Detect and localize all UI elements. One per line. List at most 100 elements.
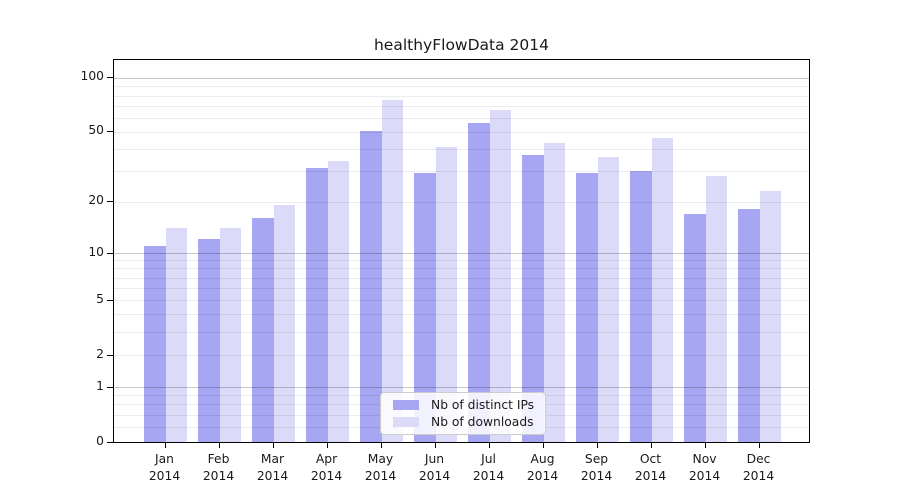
x-tick-label-year: 2014 xyxy=(148,468,181,483)
x-tick-mark xyxy=(704,443,706,448)
bar-distinct-ips-jul xyxy=(468,122,490,442)
y-tick-label: 100 xyxy=(80,69,104,84)
gridline-minor xyxy=(114,288,809,290)
legend-label-distinct-ips: Nb of distinct IPs xyxy=(431,398,535,413)
bar-downloads-apr xyxy=(327,161,349,442)
bar-downloads-oct xyxy=(651,137,673,442)
gridline-minor xyxy=(114,354,809,356)
gridline-minor xyxy=(114,131,809,133)
gridline-major xyxy=(114,78,809,80)
y-tick-mark xyxy=(107,387,113,389)
gridline-minor xyxy=(114,314,809,316)
bar-downloads-nov xyxy=(705,175,727,442)
bar-distinct-ips-feb xyxy=(198,239,220,442)
y-tick-mark xyxy=(107,131,113,133)
chart-title: healthyFlowData 2014 xyxy=(373,36,549,54)
x-tick-label-month: Oct xyxy=(639,452,662,466)
y-tick-mark xyxy=(107,300,113,302)
gridline-minor xyxy=(114,86,809,88)
x-tick-label-year: 2014 xyxy=(472,468,505,483)
bar-downloads-feb xyxy=(219,228,241,442)
x-tick-label: Aug 2014 xyxy=(515,451,571,484)
x-tick-label-month: May xyxy=(367,452,394,466)
gridline-minor xyxy=(114,332,809,334)
gridline-minor xyxy=(114,95,809,97)
x-tick-label: Feb 2014 xyxy=(191,451,247,484)
gridline-major xyxy=(114,252,809,254)
x-tick-label: Dec 2014 xyxy=(731,451,787,484)
bar-downloads-dec xyxy=(759,190,781,442)
x-tick-mark xyxy=(272,443,274,448)
x-tick-mark xyxy=(326,443,328,448)
x-tick-label-month: Aug xyxy=(530,452,555,466)
gridline-minor xyxy=(114,171,809,173)
x-tick-mark xyxy=(758,443,760,448)
x-tick-label-year: 2014 xyxy=(256,468,289,483)
x-tick-label-year: 2014 xyxy=(310,468,343,483)
x-tick-label: Mar 2014 xyxy=(245,451,301,484)
x-tick-label-year: 2014 xyxy=(202,468,235,483)
x-tick-mark xyxy=(218,443,220,448)
y-tick-mark xyxy=(107,355,113,357)
y-tick-label: 2 xyxy=(96,347,104,362)
y-tick-label: 10 xyxy=(88,244,104,259)
bar-distinct-ips-mar xyxy=(252,218,274,442)
bar-distinct-ips-oct xyxy=(630,170,652,442)
x-tick-mark xyxy=(380,443,382,448)
y-tick-mark xyxy=(107,442,113,443)
y-tick-mark xyxy=(107,201,113,203)
y-tick-mark xyxy=(107,77,113,79)
x-tick-label: Oct 2014 xyxy=(623,451,679,484)
bar-distinct-ips-dec xyxy=(738,209,760,442)
x-tick-label-year: 2014 xyxy=(364,468,397,483)
bar-distinct-ips-aug xyxy=(522,154,544,442)
gridline-minor xyxy=(114,201,809,203)
legend-label-downloads: Nb of downloads xyxy=(431,414,534,429)
bar-distinct-ips-nov xyxy=(684,213,706,442)
bar-downloads-jan xyxy=(165,228,187,442)
gridline-minor xyxy=(114,268,809,270)
x-tick-label-month: Mar xyxy=(260,452,285,466)
x-tick-mark xyxy=(488,443,490,448)
x-tick-label: Jul 2014 xyxy=(461,451,517,484)
y-tick-label: 0 xyxy=(96,434,104,448)
gridline-minor xyxy=(114,105,809,107)
bar-distinct-ips-jan xyxy=(144,245,166,442)
gridline-minor xyxy=(114,117,809,119)
x-tick-label: Sep 2014 xyxy=(569,451,625,484)
y-tick-label: 20 xyxy=(88,193,104,208)
x-tick-label-month: Feb xyxy=(207,452,230,466)
y-tick-mark xyxy=(107,252,113,254)
y-tick-label: 1 xyxy=(96,379,104,394)
gridline-minor xyxy=(114,260,809,262)
y-tick-label: 50 xyxy=(88,123,104,138)
x-tick-mark xyxy=(434,443,436,448)
gridline-minor xyxy=(114,300,809,302)
gridline-minor xyxy=(114,277,809,279)
x-tick-mark xyxy=(596,443,598,448)
bar-downloads-sep xyxy=(597,156,619,442)
bar-distinct-ips-may xyxy=(360,131,382,442)
x-tick-label-year: 2014 xyxy=(634,468,667,483)
x-tick-label-year: 2014 xyxy=(418,468,451,483)
legend-entry-downloads: Nb of downloads xyxy=(389,415,537,429)
gridline-major xyxy=(114,386,809,388)
x-tick-label-year: 2014 xyxy=(526,468,559,483)
x-tick-label-month: Nov xyxy=(692,452,717,466)
x-tick-label-month: Sep xyxy=(584,452,609,466)
x-tick-label-month: Jun xyxy=(424,452,445,466)
bar-downloads-aug xyxy=(543,143,565,442)
x-tick-label-month: Apr xyxy=(315,452,338,466)
x-tick-label-month: Jan xyxy=(155,452,174,466)
x-tick-mark xyxy=(542,443,544,448)
x-tick-mark xyxy=(164,443,166,448)
legend: Nb of distinct IPs Nb of downloads xyxy=(380,392,546,435)
bar-distinct-ips-apr xyxy=(306,168,328,442)
bar-downloads-jun xyxy=(435,146,457,442)
bar-downloads-jul xyxy=(489,109,511,442)
legend-swatch-distinct-ips xyxy=(393,400,419,411)
x-tick-label-year: 2014 xyxy=(742,468,775,483)
plot-area xyxy=(113,59,810,443)
y-tick-label: 5 xyxy=(96,292,104,307)
